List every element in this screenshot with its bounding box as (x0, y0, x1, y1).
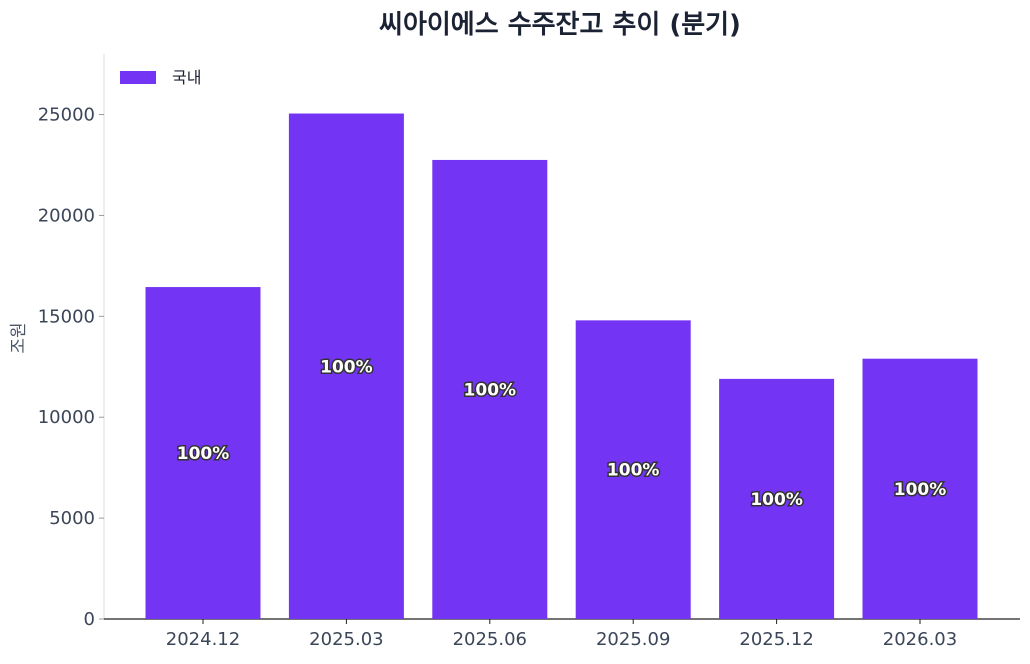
x-tick-label: 2025.06 (453, 629, 527, 650)
y-tick-label: 10000 (38, 407, 95, 428)
bars-group (145, 113, 978, 619)
y-tick-label: 15000 (38, 306, 95, 327)
bar-value-label: 100% (750, 490, 803, 510)
x-tick-label: 2026.03 (883, 629, 957, 650)
bar-value-label: 100% (607, 461, 660, 481)
legend: 국내 (120, 68, 201, 87)
y-tick-label: 20000 (38, 205, 95, 226)
bar-2024.12 (145, 287, 261, 619)
bar-value-label: 100% (894, 480, 947, 500)
y-tick-label: 5000 (49, 508, 95, 529)
bar-2025.09 (575, 320, 691, 619)
y-axis-label: 조원 (9, 322, 29, 353)
bar-2025.06 (432, 159, 548, 619)
y-tick-label: 25000 (38, 105, 95, 126)
x-tick-label: 2025.12 (739, 629, 813, 650)
bar-2025.12 (719, 378, 835, 619)
bar-value-label: 100% (320, 357, 373, 377)
bar-labels-group: 100% 100% 100% 100% 100% 100% (175, 356, 948, 512)
bar-2026.03 (862, 358, 978, 619)
x-tick-label: 2024.12 (166, 629, 240, 650)
bar-2025.03 (288, 113, 404, 619)
x-tick-label: 2025.03 (309, 629, 383, 650)
bar-value-label: 100% (464, 380, 517, 400)
legend-swatch-domestic (120, 71, 156, 84)
chart-title: 씨아이에스 수주잔고 추이 (분기) (379, 10, 741, 40)
x-ticks-group: 2024.12 2025.03 2025.06 2025.09 2025.12 2026.… (166, 619, 957, 650)
bar-value-label: 100% (177, 444, 230, 464)
x-tick-label: 2025.09 (596, 629, 670, 650)
y-ticks-group: 0 5000 10000 15000 20000 25000 (38, 105, 104, 630)
legend-label-domestic: 국내 (172, 68, 201, 87)
y-tick-label: 0 (84, 609, 95, 630)
